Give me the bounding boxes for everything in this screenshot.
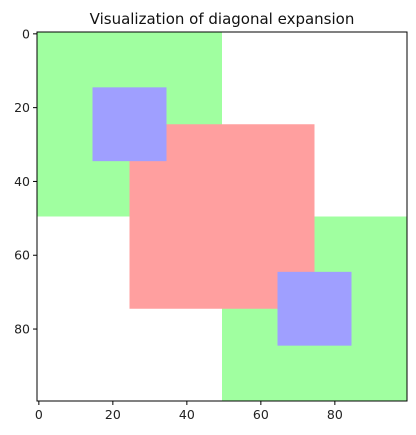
region-blue-3 — [92, 87, 167, 162]
x-tick-label: 0 — [35, 407, 43, 422]
y-tick-label: 40 — [14, 174, 30, 189]
chart-title: Visualization of diagonal expansion — [90, 10, 355, 28]
y-tick-label: 80 — [14, 322, 30, 337]
region-blue-4 — [277, 271, 352, 346]
x-tick-label: 80 — [327, 407, 343, 422]
y-tick-label: 20 — [14, 100, 30, 115]
x-tick-label: 40 — [179, 407, 195, 422]
x-tick-label: 60 — [253, 407, 269, 422]
y-axis: 0 20 40 60 80 — [14, 26, 37, 337]
x-tick-label: 20 — [105, 407, 121, 422]
y-tick-label: 0 — [22, 26, 30, 41]
plot-area — [37, 32, 407, 401]
x-axis: 0 20 40 60 80 — [35, 401, 343, 422]
axes-frame — [36, 31, 408, 402]
y-tick-label: 60 — [14, 248, 30, 263]
